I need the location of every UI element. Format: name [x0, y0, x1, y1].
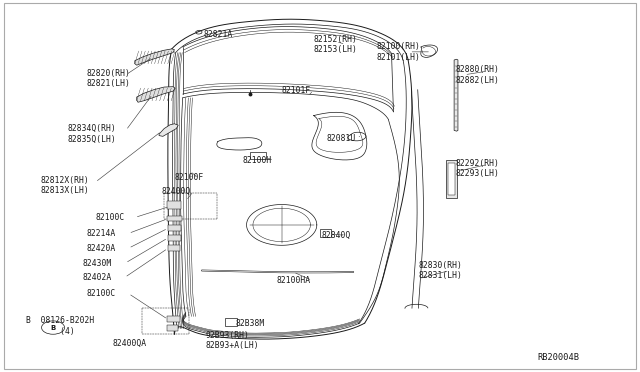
Text: 82100HA: 82100HA: [276, 276, 310, 285]
Text: 82420A: 82420A: [87, 244, 116, 253]
Text: 92B93(RH)
82B93+A(LH): 92B93(RH) 82B93+A(LH): [205, 331, 259, 350]
Text: 82081U: 82081U: [326, 134, 356, 143]
Text: 82100F: 82100F: [174, 173, 204, 182]
Polygon shape: [168, 245, 179, 251]
Text: 82830(RH)
82831(LH): 82830(RH) 82831(LH): [419, 261, 463, 280]
Text: 82840Q: 82840Q: [322, 231, 351, 240]
Polygon shape: [167, 216, 182, 221]
Polygon shape: [167, 201, 180, 209]
Polygon shape: [137, 87, 175, 102]
Text: 82812X(RH)
82813X(LH): 82812X(RH) 82813X(LH): [40, 176, 89, 195]
Polygon shape: [225, 318, 237, 326]
Polygon shape: [320, 229, 332, 237]
Text: 82400Q: 82400Q: [162, 187, 191, 196]
Text: 82214A: 82214A: [87, 229, 116, 238]
Text: 82430M: 82430M: [83, 259, 112, 267]
Text: 82880(RH)
82882(LH): 82880(RH) 82882(LH): [456, 65, 499, 84]
Polygon shape: [168, 225, 180, 231]
Polygon shape: [167, 316, 179, 323]
Text: 82820(RH)
82821(LH): 82820(RH) 82821(LH): [87, 69, 131, 88]
Text: 82152(RH)
82153(LH): 82152(RH) 82153(LH): [314, 35, 358, 54]
Text: 82402A: 82402A: [83, 273, 112, 282]
Polygon shape: [454, 59, 458, 131]
Text: 82821A: 82821A: [204, 30, 233, 39]
Text: 82100C: 82100C: [95, 213, 124, 222]
Text: 82100(RH)
82101(LH): 82100(RH) 82101(LH): [376, 42, 420, 61]
Text: 82400QA: 82400QA: [113, 339, 147, 348]
Text: B  08126-B202H
       (4): B 08126-B202H (4): [26, 317, 95, 336]
Text: RB20004B: RB20004B: [537, 353, 579, 362]
Polygon shape: [449, 163, 455, 195]
Polygon shape: [447, 160, 457, 198]
Text: 82292(RH)
82293(LH): 82292(RH) 82293(LH): [456, 158, 499, 178]
Polygon shape: [168, 235, 180, 241]
Polygon shape: [135, 49, 174, 65]
Polygon shape: [250, 152, 266, 159]
Text: 82100H: 82100H: [242, 156, 271, 165]
Text: 82834Q(RH)
82835Q(LH): 82834Q(RH) 82835Q(LH): [68, 124, 116, 144]
Text: B: B: [51, 325, 56, 331]
Text: 82100C: 82100C: [87, 289, 116, 298]
Text: 82101F: 82101F: [282, 86, 311, 95]
Text: 82B38M: 82B38M: [236, 319, 265, 328]
Polygon shape: [159, 124, 178, 137]
Polygon shape: [167, 325, 178, 331]
